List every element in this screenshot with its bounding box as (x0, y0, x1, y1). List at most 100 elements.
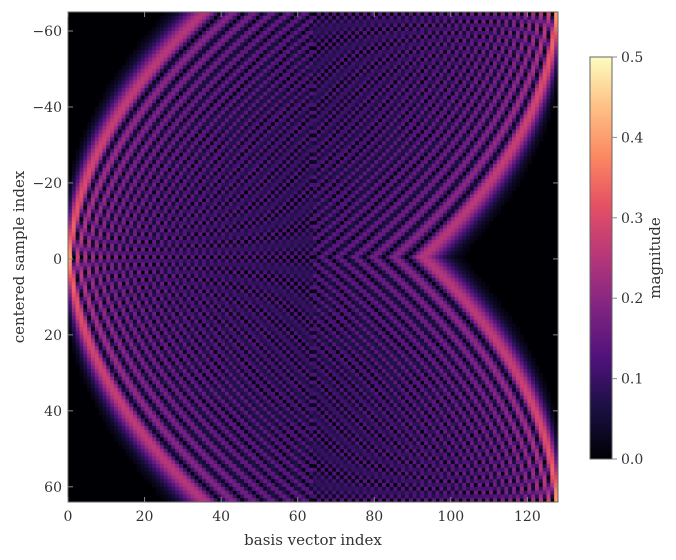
heatmap-cell (144, 464, 149, 469)
heatmap-cell (236, 232, 241, 237)
heatmap-cell (79, 171, 84, 176)
heatmap-cell (79, 160, 84, 165)
heatmap-cell (129, 437, 134, 442)
heatmap-cell (117, 369, 122, 374)
heatmap-cell (198, 312, 203, 317)
heatmap-cell (213, 308, 218, 313)
heatmap-cell (140, 448, 145, 454)
heatmap-cell (236, 247, 241, 252)
heatmap-cell (140, 72, 145, 77)
heatmap-cell (133, 160, 138, 165)
heatmap-cell (129, 350, 134, 355)
heatmap-cell (136, 205, 142, 210)
heatmap-cell (75, 315, 80, 321)
heatmap-cell (232, 65, 237, 70)
heatmap-cell (113, 232, 119, 237)
heatmap-cell (140, 361, 145, 366)
heatmap-cell (221, 315, 226, 321)
heatmap-cell (152, 129, 157, 134)
heatmap-cell (144, 95, 149, 100)
heatmap-cell (186, 338, 191, 343)
heatmap-cell (110, 110, 115, 115)
heatmap-cell (194, 167, 199, 172)
heatmap-cell (144, 179, 149, 184)
heatmap-cell (194, 129, 199, 134)
heatmap-cell (152, 384, 157, 389)
heatmap-cell (221, 399, 226, 404)
heatmap-cell (224, 445, 230, 450)
heatmap-cell (129, 445, 134, 450)
heatmap-cell (83, 319, 88, 324)
heatmap-cell (79, 236, 84, 241)
heatmap-cell (94, 384, 100, 389)
heatmap-cell (224, 353, 230, 359)
heatmap-cell (94, 209, 100, 214)
heatmap-cell (125, 125, 130, 131)
heatmap-cell (217, 376, 222, 381)
heatmap-cell (182, 209, 188, 214)
heatmap-cell (205, 414, 211, 419)
heatmap-cell (209, 494, 214, 499)
heatmap-cell (175, 205, 180, 210)
heatmap-cell (171, 270, 176, 275)
heatmap-cell (175, 498, 180, 503)
heatmap-cell (152, 407, 157, 412)
heatmap-cell (221, 122, 226, 127)
heatmap-cell (152, 179, 157, 184)
heatmap-cell (148, 72, 153, 77)
heatmap-cell (113, 251, 119, 256)
heatmap-cell (205, 441, 211, 446)
heatmap-cell (186, 445, 191, 450)
heatmap-cell (156, 133, 161, 138)
heatmap-cell (205, 350, 211, 355)
heatmap-cell (113, 281, 119, 286)
heatmap-cell (159, 125, 165, 131)
heatmap-cell (221, 361, 226, 366)
heatmap-cell (209, 403, 214, 408)
heatmap-cell (163, 312, 168, 317)
heatmap-cell (224, 414, 230, 419)
heatmap-cell (144, 224, 149, 229)
heatmap-cell (75, 152, 80, 157)
heatmap-cell (90, 395, 96, 400)
heatmap-cell (117, 171, 122, 176)
heatmap-cell (121, 357, 126, 362)
heatmap-cell (102, 262, 107, 267)
heatmap-cell (244, 452, 249, 457)
heatmap-cell (94, 171, 100, 176)
heatmap-cell (179, 456, 184, 461)
heatmap-cell (198, 84, 203, 89)
heatmap-cell (71, 171, 77, 176)
heatmap-cell (232, 262, 237, 267)
heatmap-cell (205, 12, 211, 17)
heatmap-cell (68, 262, 73, 267)
heatmap-cell (159, 384, 165, 389)
heatmap-cell (244, 285, 249, 290)
heatmap-cell (129, 251, 134, 256)
heatmap-cell (217, 213, 222, 218)
heatmap-cell (236, 308, 241, 313)
heatmap-cell (221, 19, 226, 24)
heatmap-cell (217, 236, 222, 241)
heatmap-cell (224, 388, 230, 393)
heatmap-cell (129, 315, 134, 321)
heatmap-cell (198, 304, 203, 309)
heatmap-cell (110, 224, 115, 229)
heatmap-cell (247, 49, 253, 55)
heatmap-cell (140, 342, 145, 347)
heatmap-cell (198, 274, 203, 279)
heatmap-cell (175, 281, 180, 286)
heatmap-cell (213, 319, 218, 324)
heatmap-cell (201, 384, 207, 389)
heatmap-cell (217, 319, 222, 324)
heatmap-cell (179, 490, 184, 495)
heatmap-cell (71, 266, 77, 271)
heatmap-cell (217, 84, 222, 89)
heatmap-cell (110, 182, 115, 188)
heatmap-cell (213, 228, 218, 233)
heatmap-cell (224, 498, 230, 503)
heatmap-cell (121, 213, 126, 218)
heatmap-cell (213, 486, 218, 492)
heatmap-cell (209, 429, 214, 435)
heatmap-cell (163, 494, 168, 499)
